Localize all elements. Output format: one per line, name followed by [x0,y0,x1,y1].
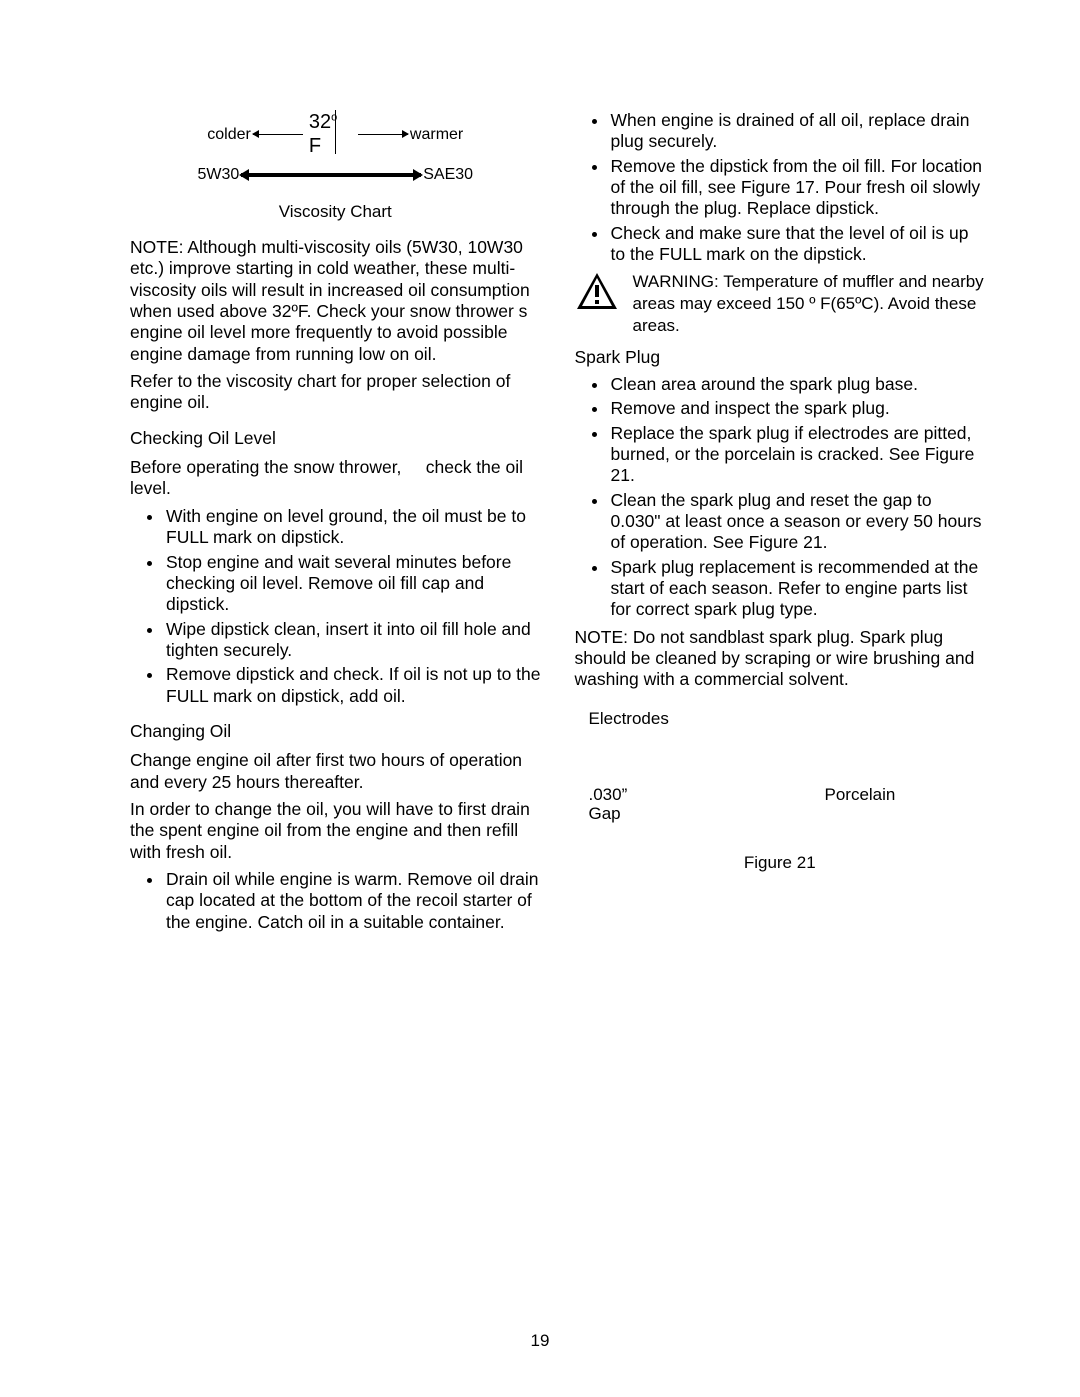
list-item: When engine is drained of all oil, repla… [609,110,986,153]
page-number: 19 [0,1331,1080,1351]
list-item: Replace the spark plug if electrodes are… [609,423,986,487]
warning-text: WARNING: Temperature of muffler and near… [633,271,986,336]
changing-oil-list: Drain oil while engine is warm. Remove o… [130,869,541,933]
right-column: When engine is drained of all oil, repla… [575,110,986,939]
electrodes-label: Electrodes [589,709,669,729]
list-item: Stop engine and wait several minutes bef… [164,552,541,616]
checking-oil-list: With engine on level ground, the oil mus… [130,506,541,707]
porcelain-label: Porcelain [825,785,896,805]
refer-viscosity-chart: Refer to the viscosity chart for proper … [130,371,541,414]
list-item: With engine on level ground, the oil mus… [164,506,541,549]
viscosity-oil-row: 5W30 SAE30 [205,165,465,185]
note-multiviscosity: NOTE: Although multi-viscosity oils (5W3… [130,237,541,365]
temp-threshold: 32o F [309,110,352,159]
viscosity-chart-caption: Viscosity Chart [130,202,541,223]
list-item: Remove and inspect the spark plug. [609,398,986,419]
list-item: Clean the spark plug and reset the gap t… [609,490,986,554]
changing-oil-list-continued: When engine is drained of all oil, repla… [575,110,986,265]
manual-page: colder 32o F warmer 5W30 SAE30 Viscosity… [0,0,1080,1397]
list-item: Wipe dipstick clean, insert it into oil … [164,619,541,662]
gap-label: .030” Gap [589,785,628,824]
spark-plug-figure: Electrodes .030” Gap Porcelain Figure 21 [575,709,986,874]
changing-oil-p1: Change engine oil after first two hours … [130,750,541,793]
changing-oil-p2: In order to change the oil, you will hav… [130,799,541,863]
colder-label: colder [207,125,251,145]
list-item: Remove the dipstick from the oil fill. F… [609,156,986,220]
warning-block: WARNING: Temperature of muffler and near… [575,271,986,336]
warning-label: WARNING: [633,272,719,291]
warmer-label: warmer [410,125,463,145]
list-item: Remove dipstick and check. If oil is not… [164,664,541,707]
viscosity-center-divider [335,110,336,154]
spark-plug-heading: Spark Plug [575,347,986,368]
list-item: Clean area around the spark plug base. [609,374,986,395]
figure-caption: Figure 21 [575,853,986,874]
left-column: colder 32o F warmer 5W30 SAE30 Viscosity… [130,110,541,939]
list-item: Drain oil while engine is warm. Remove o… [164,869,541,933]
changing-oil-heading: Changing Oil [130,721,541,742]
arrow-right-thin-icon [358,134,408,135]
arrow-left-thick-icon [241,173,331,177]
list-item: Check and make sure that the level of oi… [609,223,986,266]
spark-plug-list: Clean area around the spark plug base. R… [575,374,986,621]
viscosity-chart: colder 32o F warmer 5W30 SAE30 [205,110,465,184]
two-column-layout: colder 32o F warmer 5W30 SAE30 Viscosity… [130,110,985,939]
oil-5w30-label: 5W30 [197,165,239,185]
checking-oil-heading: Checking Oil Level [130,428,541,449]
list-item: Spark plug replacement is recommended at… [609,557,986,621]
arrow-left-thin-icon [253,134,303,135]
warning-triangle-icon [575,271,619,311]
checking-oil-intro: Before operating the snow thrower, check… [130,457,541,500]
oil-sae30-label: SAE30 [423,165,473,185]
arrow-right-thick-icon [331,173,421,177]
spark-plug-note: NOTE: Do not sandblast spark plug. Spark… [575,627,986,691]
